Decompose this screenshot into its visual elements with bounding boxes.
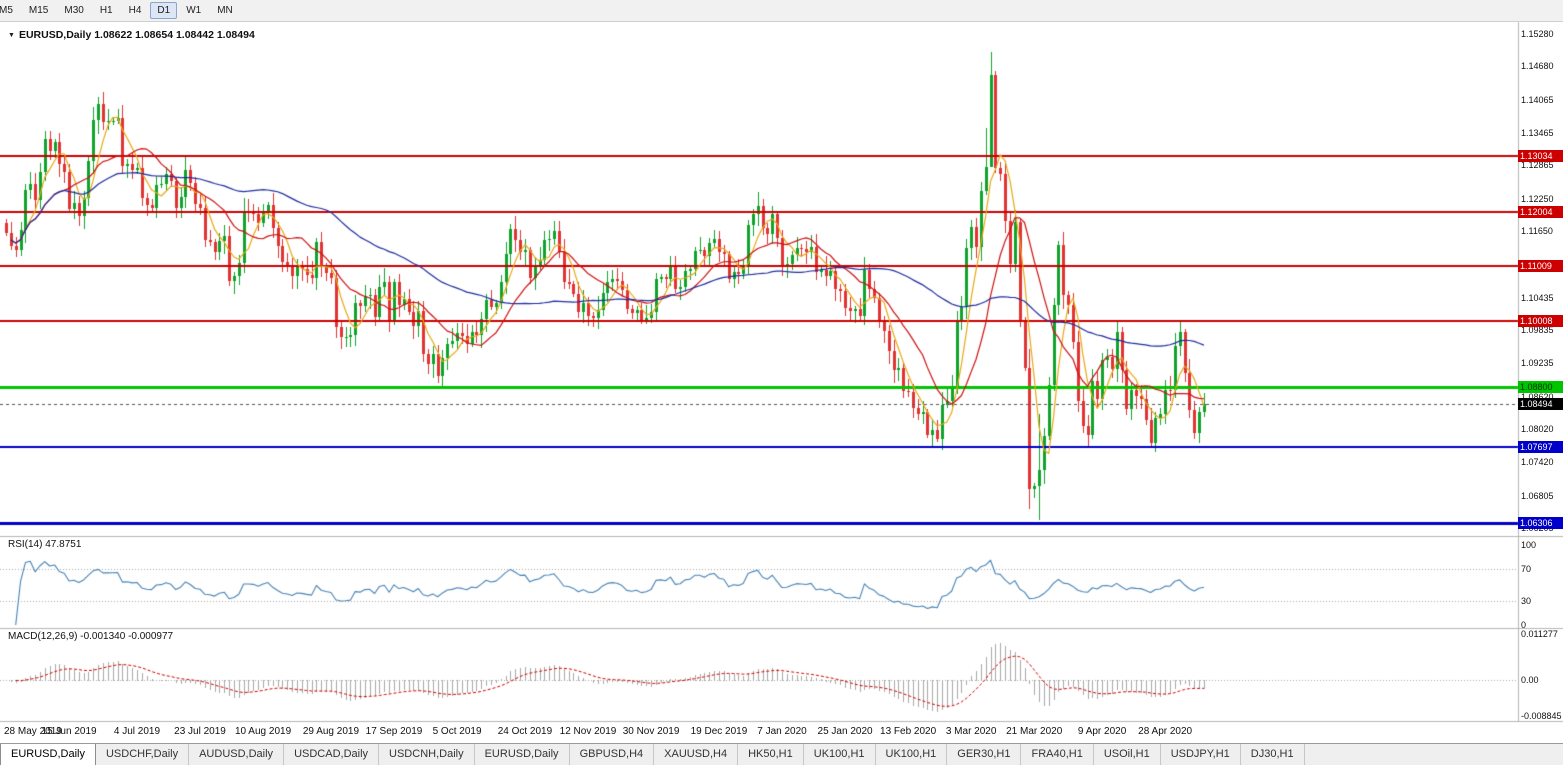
macd-indicator-label: MACD(12,26,9) -0.001340 -0.000977 — [8, 631, 174, 642]
timeframe-button-m15[interactable]: M15 — [28, 5, 49, 16]
chart-tab-fra40-h1[interactable]: FRA40,H1 — [1021, 744, 1094, 765]
chart-tab-dj30-h1[interactable]: DJ30,H1 — [1241, 744, 1305, 765]
chart-symbol-ohlc: ▼ EURUSD,Daily 1.08622 1.08654 1.08442 1.… — [8, 29, 255, 41]
chart-tab-usoil-h1[interactable]: USOil,H1 — [1094, 744, 1161, 765]
chart-dropdown-arrow-icon[interactable]: ▼ — [8, 32, 15, 39]
chart-tab-hk50-h1[interactable]: HK50,H1 — [738, 744, 804, 765]
chart-tab-gbpusd-h4[interactable]: GBPUSD,H4 — [570, 744, 655, 765]
chart-tab-uk100-h1[interactable]: UK100,H1 — [876, 744, 948, 765]
chart-tab-ger30-h1[interactable]: GER30,H1 — [947, 744, 1022, 765]
chart-tab-usdjpy-h1[interactable]: USDJPY,H1 — [1161, 744, 1241, 765]
timeframe-button-h1[interactable]: H1 — [99, 5, 113, 16]
chart-tab-usdcad-daily[interactable]: USDCAD,Daily — [284, 744, 380, 765]
chart-tab-bar: EURUSD,Daily USDCHF,Daily AUDUSD,Daily USDC… — [0, 743, 1563, 765]
chart-tab-eurusd-daily[interactable]: EURUSD,Daily — [0, 744, 96, 765]
chart-tab-xauusd-h4[interactable]: XAUUSD,H4 — [654, 744, 739, 765]
timeframe-button-m30[interactable]: M30 — [64, 5, 84, 16]
chart-tab-eurusd-daily[interactable]: EURUSD,Daily — [475, 744, 570, 765]
chart-tab-audusd-daily[interactable]: AUDUSD,Daily — [189, 744, 285, 765]
timeframe-button-mn[interactable]: MN — [217, 5, 233, 16]
rsi-indicator-label: RSI(14) 47.8751 — [8, 539, 82, 550]
chart-tab-usdchf-daily[interactable]: USDCHF,Daily — [96, 744, 190, 765]
timeframe-button-d1[interactable]: D1 — [150, 2, 178, 19]
chart-tab-uk100-h1[interactable]: UK100,H1 — [804, 744, 876, 765]
timeframe-button-w1[interactable]: W1 — [186, 5, 202, 16]
timeframe-button-h4[interactable]: H4 — [128, 5, 142, 16]
chart-title-text: EURUSD,Daily 1.08622 1.08654 1.08442 1.0… — [18, 29, 255, 41]
chart-tab-usdcnh-daily[interactable]: USDCNH,Daily — [379, 744, 475, 765]
timeframe-toolbar: M5 M15 M30 H1 H4 D1 W1 MN — [0, 0, 1563, 22]
timeframe-button-m5[interactable]: M5 — [0, 5, 13, 16]
